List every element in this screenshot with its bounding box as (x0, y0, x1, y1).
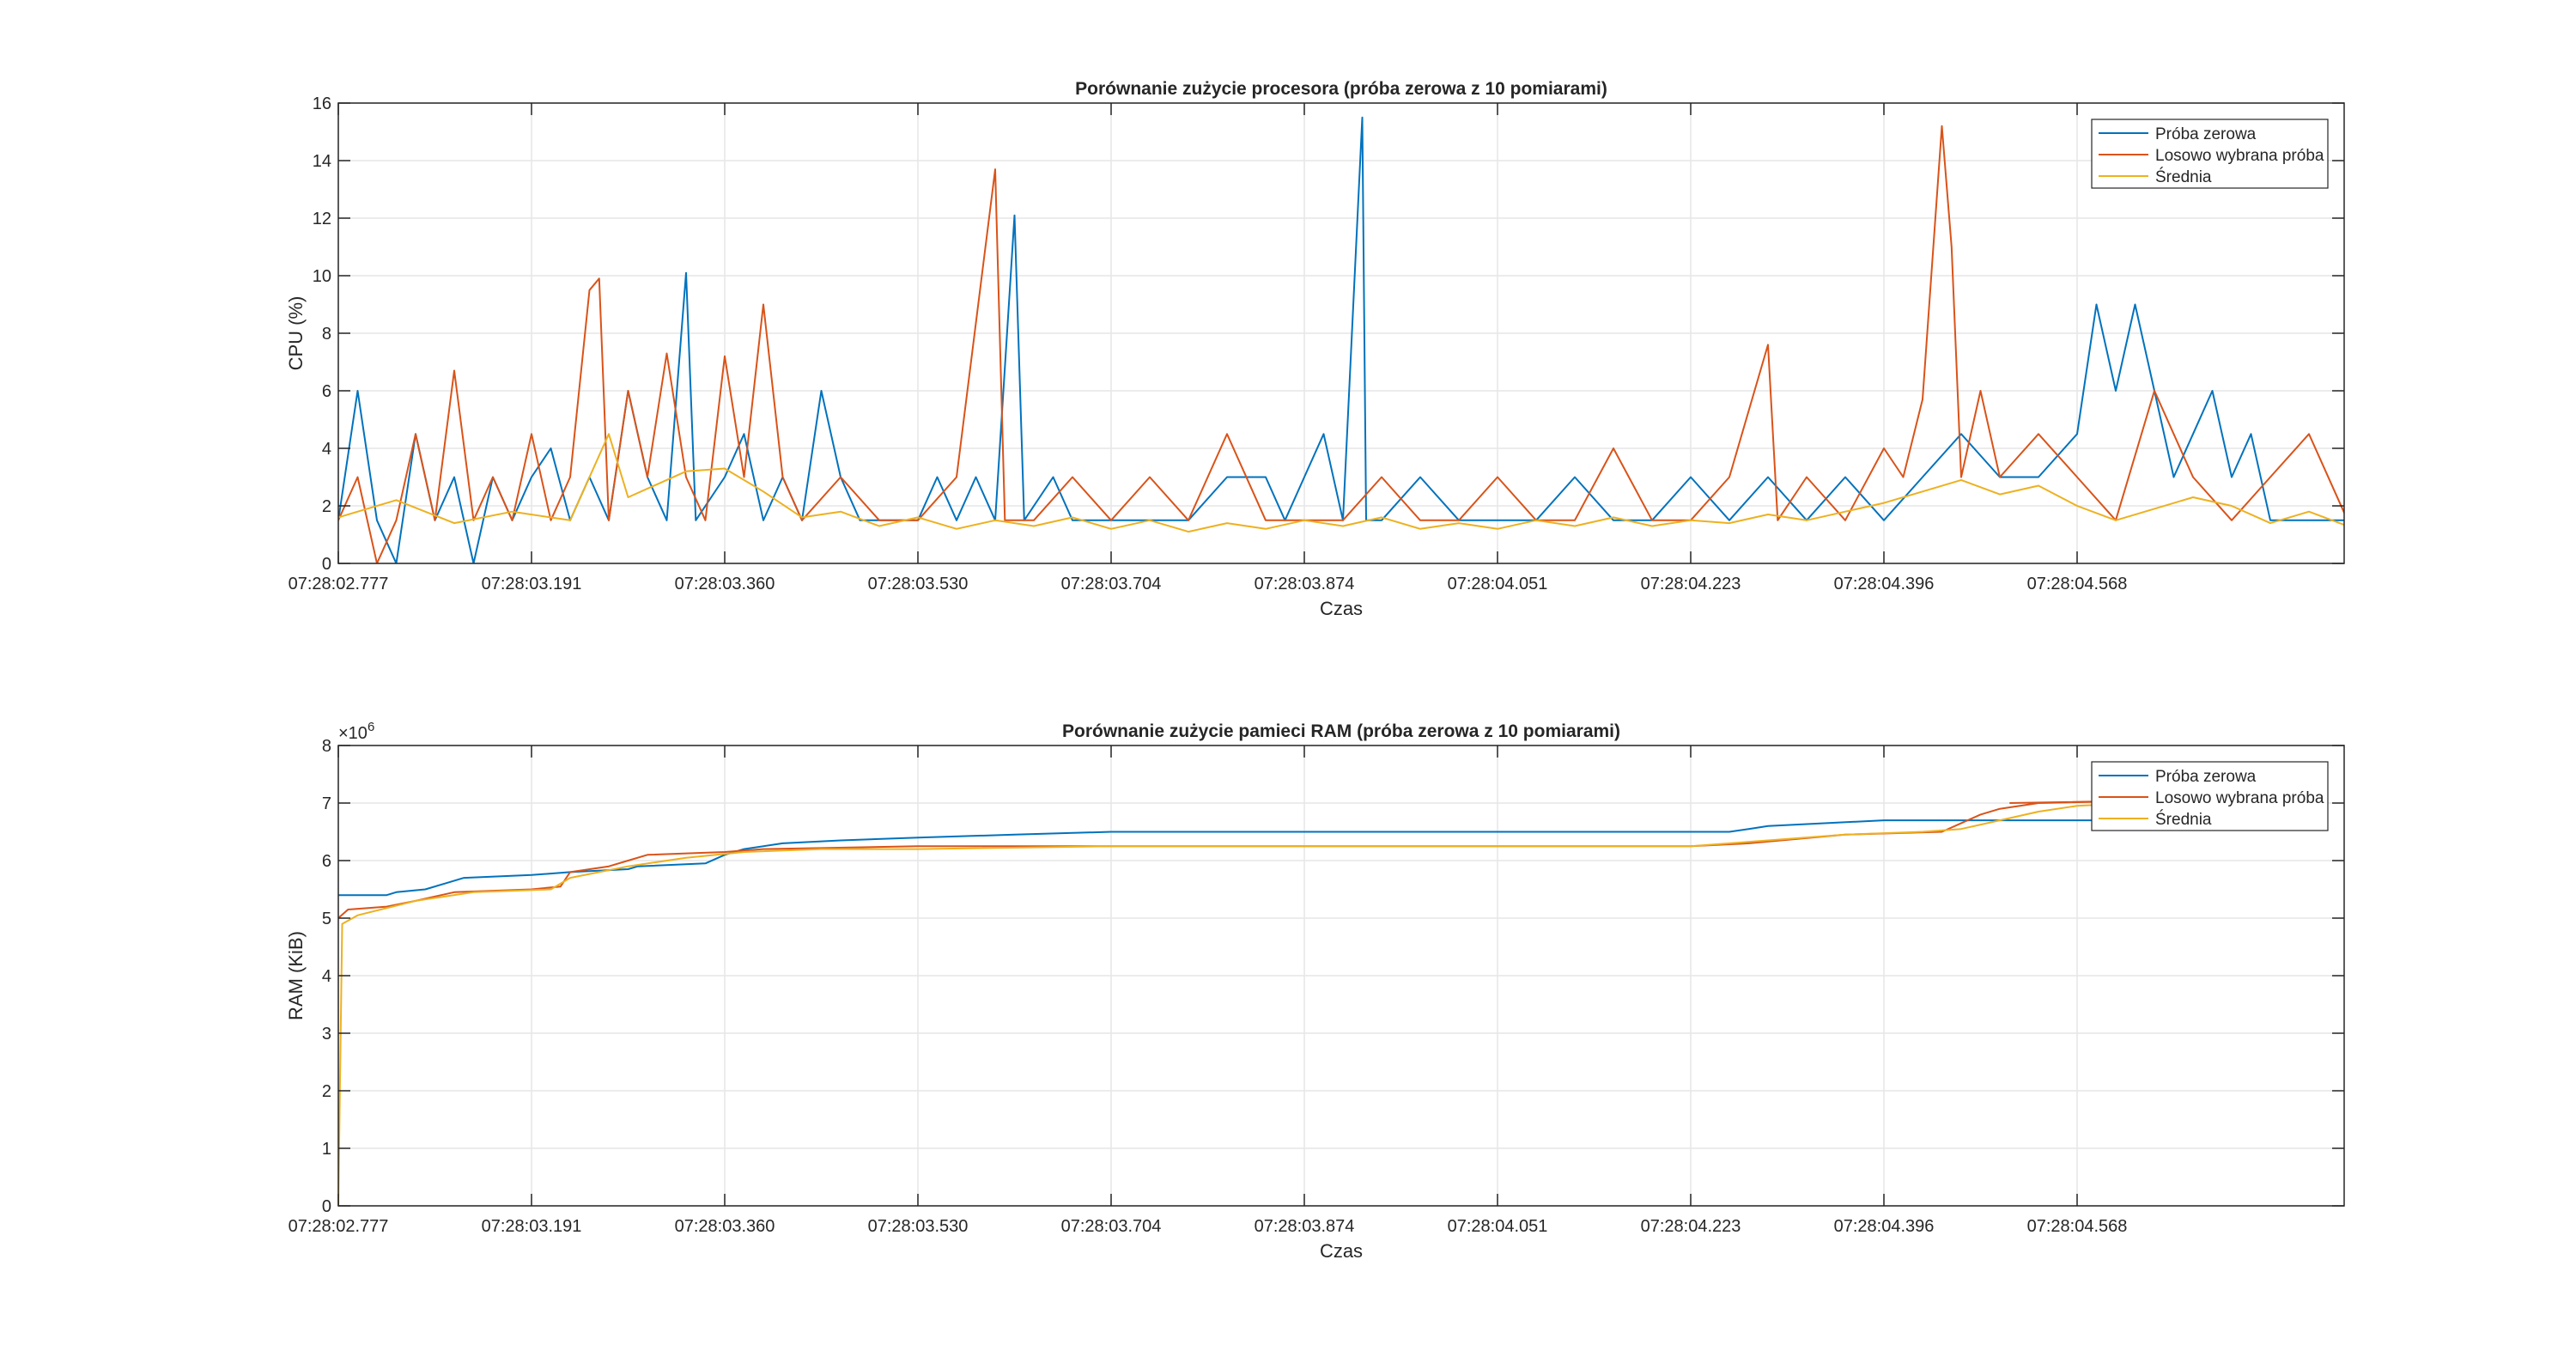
series-line-0 (338, 788, 2329, 897)
chart-title: Porównanie zużycie pamieci RAM (próba ze… (1062, 721, 1620, 741)
y-tick-label: 16 (313, 94, 331, 113)
y-tick-label: 7 (322, 794, 331, 813)
series-line-1 (338, 799, 2175, 919)
y-exponent-base: ×10 (338, 724, 368, 743)
x-tick-label: 07:28:04.051 (1448, 575, 1548, 593)
series-group (338, 788, 2329, 1206)
y-tick-label: 5 (322, 910, 331, 928)
legend: Próba zerowa Losowo wybrana próba Średnia (2091, 761, 2329, 831)
x-tick-label: 07:28:04.223 (1641, 1217, 1741, 1236)
legend-entry-1: Losowo wybrana próba (2155, 147, 2324, 165)
x-tick-label: 07:28:03.360 (675, 575, 775, 593)
series-line-1 (338, 125, 2344, 563)
x-tick-label: 07:28:04.396 (1834, 1217, 1935, 1236)
y-tick-label: 4 (322, 967, 331, 986)
x-tick-label: 07:28:03.704 (1061, 1217, 1162, 1236)
y-tick-label: 0 (322, 1197, 331, 1216)
x-tick-label: 07:28:03.874 (1255, 575, 1355, 593)
y-axis-label: RAM (KiB) (285, 931, 307, 1020)
x-tick-label: 07:28:04.223 (1641, 575, 1741, 593)
chart-ram: 0 1 2 3 4 5 6 7 8 07:28:02.777 07:28:03.191 07:28:0… (285, 720, 2345, 1262)
x-tick-label: 07:28:03.704 (1061, 575, 1162, 593)
legend-entry-1: Losowo wybrana próba (2155, 789, 2324, 807)
y-tick-label: 0 (322, 555, 331, 574)
y-tick-label: 10 (313, 267, 331, 286)
x-axis-label: Czas (1320, 598, 1363, 619)
chart-title: Porównanie zużycie procesora (próba zero… (1075, 79, 1607, 99)
series-line-2 (338, 433, 2344, 533)
legend-entry-0: Próba zerowa (2155, 768, 2257, 786)
x-tick-label: 07:28:02.777 (289, 575, 389, 593)
y-tick-label: 6 (322, 852, 331, 871)
series-group (338, 116, 2344, 563)
y-tick-label: 8 (322, 737, 331, 756)
y-tick-label: 4 (322, 440, 331, 459)
y-tick-label: 14 (313, 152, 331, 171)
x-tick-label: 07:28:02.777 (289, 1217, 389, 1236)
x-tick-label: 07:28:04.396 (1834, 575, 1935, 593)
y-tick-label: 8 (322, 325, 331, 344)
x-tick-label: 07:28:03.191 (482, 1217, 582, 1236)
y-tick-label: 2 (322, 497, 331, 516)
y-tick-label: 6 (322, 382, 331, 401)
y-axis-label: CPU (%) (285, 296, 307, 371)
series-line-2 (338, 802, 2154, 1206)
legend-entry-2: Średnia (2155, 167, 2212, 186)
x-tick-label: 07:28:03.530 (868, 575, 969, 593)
legend-entry-2: Średnia (2155, 810, 2212, 829)
y-tick-label: 2 (322, 1082, 331, 1101)
y-tick-label: 1 (322, 1140, 331, 1159)
x-tick-label: 07:28:04.568 (2027, 575, 2128, 593)
legend-entry-0: Próba zerowa (2155, 125, 2257, 143)
x-axis-label: Czas (1320, 1240, 1363, 1262)
x-tick-label: 07:28:04.568 (2027, 1217, 2128, 1236)
y-exponent-power: 6 (368, 720, 374, 734)
x-tick-label: 07:28:03.360 (675, 1217, 775, 1236)
legend: Próba zerowa Losowo wybrana próba Średnia (2091, 119, 2329, 189)
x-tick-label: 07:28:04.051 (1448, 1217, 1548, 1236)
y-exponent-label: ×106 (338, 720, 374, 743)
y-tick-label: 12 (313, 210, 331, 228)
chart-cpu: 0 2 4 6 8 10 12 14 16 07:28:02.777 07:28:03.191 07:… (285, 79, 2345, 619)
y-tick-label: 3 (322, 1025, 331, 1044)
x-tick-label: 07:28:03.874 (1255, 1217, 1355, 1236)
x-tick-label: 07:28:03.191 (482, 575, 582, 593)
x-tick-label: 07:28:03.530 (868, 1217, 969, 1236)
